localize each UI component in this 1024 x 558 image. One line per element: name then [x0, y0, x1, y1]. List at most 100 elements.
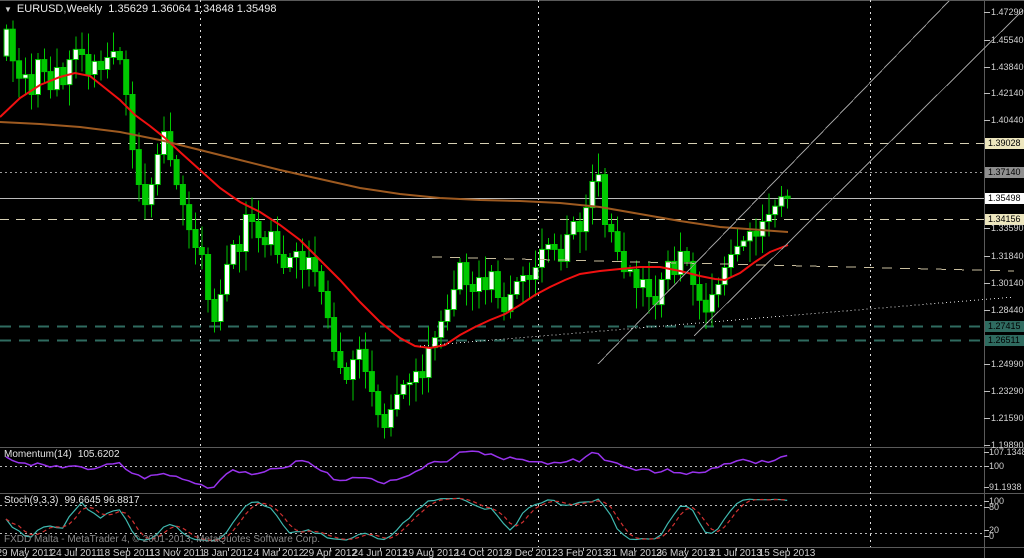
candle-body [280, 254, 287, 268]
price-tick-label: 1.19890 [991, 440, 1024, 450]
level-price-label-box: 1.34156 [985, 213, 1024, 225]
price-tick-label: 1.23290 [991, 386, 1024, 396]
candle-body [305, 257, 312, 270]
date-tick-label: 18 Sep 2011 [99, 548, 155, 558]
candle-body [387, 409, 394, 428]
stochastic-indicator-label: Stoch(9,3,3) 99.6645 96.8817 [4, 495, 140, 506]
price-tick-label: 1.24990 [991, 359, 1024, 369]
candle-body [79, 48, 86, 56]
candle-body [211, 299, 218, 322]
slow-ma [0, 121, 789, 233]
candle-body [179, 184, 186, 206]
momentum-name: Momentum(14) [4, 449, 72, 460]
candle-body [324, 291, 331, 319]
candle-body [312, 257, 319, 273]
candle-body [192, 229, 199, 248]
candle-body [526, 275, 533, 280]
candle-body [746, 230, 753, 242]
price-tick-label: 1.40440 [991, 115, 1024, 125]
candle-body [287, 257, 293, 268]
candle-body [425, 347, 432, 378]
candle-body [469, 284, 476, 292]
date-tick-label: 15 Sep 2013 [758, 548, 816, 558]
candle-body [337, 351, 344, 368]
candle-body [104, 57, 111, 70]
momentum-value: 105.6202 [77, 449, 120, 460]
support-dotted-line [419, 296, 1015, 347]
candle-body [142, 184, 149, 206]
candle-body [488, 271, 495, 291]
candle-body [513, 281, 520, 295]
candle-body [406, 382, 413, 386]
candle-body [242, 214, 249, 252]
candle-body [633, 269, 640, 288]
candle-body [545, 244, 552, 250]
current-price-label-box: 1.35498 [985, 192, 1024, 204]
momentum-axis-label: 107.1348 [989, 447, 1024, 457]
candle-body [236, 244, 243, 252]
candle-body [772, 205, 779, 216]
candle-body [457, 262, 464, 291]
candle-body [268, 231, 275, 246]
candle-body [110, 51, 117, 58]
fast-ma [0, 71, 789, 350]
candle-body [394, 394, 401, 410]
candle-body [494, 271, 501, 299]
candle-body [728, 254, 734, 268]
price-tick-label: 1.42140 [991, 88, 1024, 98]
chart-dropdown-arrow-icon[interactable]: ▼ [4, 5, 12, 14]
candle-body [85, 54, 92, 76]
candle-body [331, 317, 338, 352]
chart-title: ▼ EURUSD,Weekly 1.35629 1.36064 1.34848 1.… [4, 3, 277, 15]
price-tick-label: 1.21590 [991, 413, 1024, 423]
candle-body [671, 260, 678, 275]
candle-body [419, 371, 426, 379]
candle-body [646, 279, 653, 298]
date-tick-label: 21 Jul 2013 [710, 548, 762, 558]
candle-body [551, 244, 558, 250]
candle-body [570, 221, 577, 236]
stochastic-axis-label: 100 [989, 496, 1005, 506]
stochastic-values: 99.6645 96.8817 [64, 495, 140, 506]
candle-body [154, 154, 161, 185]
candle-body [35, 59, 41, 95]
momentum-indicator-label: Momentum(14) 105.6202 [4, 449, 120, 460]
candle-body [784, 195, 791, 199]
candle-body [564, 234, 571, 263]
candle-body [9, 28, 16, 62]
candle-body [28, 74, 35, 95]
candle-body [532, 267, 539, 280]
candle-body [627, 269, 634, 273]
candle-body [72, 48, 79, 61]
date-tick-label: 26 May 2013 [656, 548, 714, 558]
candle-body [665, 260, 671, 280]
candle-body [22, 74, 29, 79]
candle-body [98, 60, 104, 71]
candle-body [444, 309, 451, 322]
candle-body [274, 231, 281, 256]
candle-body [318, 271, 325, 293]
candle-body [557, 248, 564, 262]
candle-body [293, 251, 300, 258]
candle-body [255, 221, 262, 239]
candle-body [135, 149, 142, 186]
candle-body [362, 348, 369, 372]
candle-body [413, 371, 419, 384]
channel-line-2 [693, 9, 1024, 337]
candle-body [677, 251, 684, 276]
date-tick-label: 24 Jul 2011 [50, 548, 102, 558]
resistance-dashed-line [431, 256, 1015, 272]
candle-body [129, 94, 136, 151]
date-tick-label: 31 Mar 2013 [605, 548, 663, 558]
date-tick-label: 19 Aug 2012 [402, 548, 460, 558]
momentum-axis-label: 91.1938 [989, 482, 1022, 492]
candle-body [576, 221, 583, 233]
platform-watermark: FXDD Malta - MetaTrader 4, © 2001-2013, … [4, 534, 321, 545]
date-tick-label: 29 May 2011 [0, 548, 54, 558]
date-tick-label: 29 Apr 2012 [303, 548, 357, 558]
candle-body [683, 251, 690, 262]
candle-body [715, 284, 722, 296]
date-tick-label: 8 Jan 2012 [203, 548, 253, 558]
